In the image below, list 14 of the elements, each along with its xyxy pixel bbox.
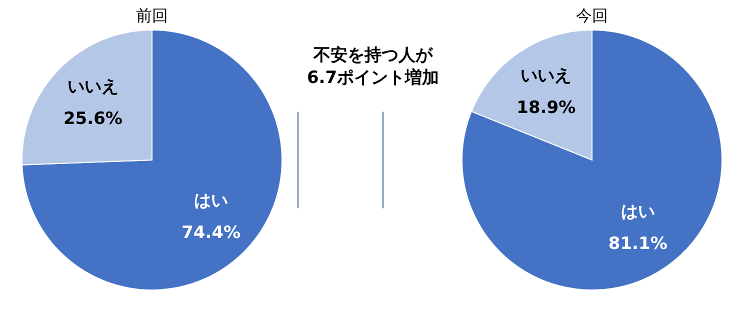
- pie-slice: [462, 30, 722, 290]
- slice-label: はい: [620, 202, 655, 222]
- slice-label: いいえ: [67, 77, 118, 98]
- data-label: 25.6%: [63, 109, 122, 130]
- chart-title: 今回: [576, 6, 608, 25]
- data-label: 81.1%: [608, 234, 668, 254]
- text: 6.7ポイント増加: [306, 66, 440, 88]
- chart-title: 前回: [136, 6, 168, 25]
- slice-label: はい: [194, 190, 228, 211]
- data-label: 18.9%: [516, 98, 576, 118]
- data-label: 74.4%: [182, 222, 241, 243]
- pie-slice: [22, 30, 282, 290]
- slice-label: いいえ: [520, 66, 572, 86]
- text: 不安を持つ人が: [312, 45, 434, 66]
